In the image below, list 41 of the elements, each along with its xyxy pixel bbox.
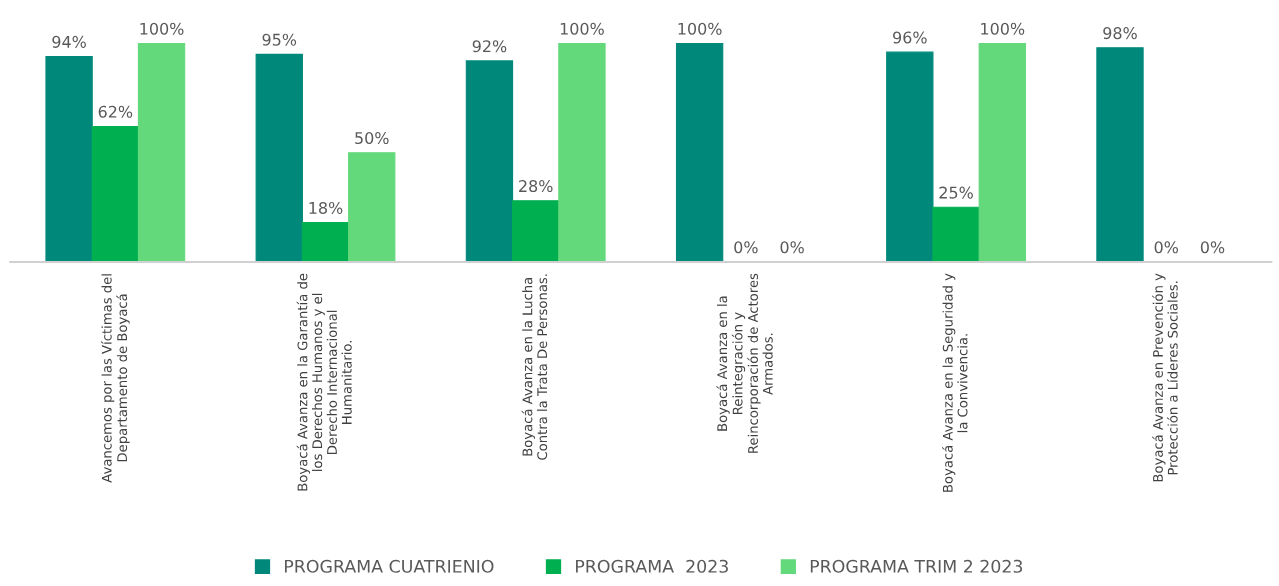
bar <box>558 42 606 262</box>
data-label: 98% <box>1103 27 1137 40</box>
bar <box>91 125 139 262</box>
bar <box>978 42 1026 262</box>
data-label: 94% <box>52 35 86 48</box>
data-label: 28% <box>519 180 553 193</box>
data-label: 95% <box>262 33 297 46</box>
bar <box>886 51 934 262</box>
x-tick-label: Avancemos por las Víctimas del Departamento de Boyacá <box>100 274 130 483</box>
data-label: 18% <box>309 201 343 214</box>
data-label: 100% <box>140 22 184 35</box>
x-tick-label: Boyacá Avanza en la Lucha Contra la Trata De Personas. <box>521 274 548 460</box>
legend-label: PROGRAMA TRIM 2 2023 <box>810 559 1023 573</box>
bar <box>932 206 980 262</box>
data-label: 62% <box>98 105 133 118</box>
bar <box>137 42 186 262</box>
bar <box>255 53 303 262</box>
data-label: 100% <box>981 22 1025 35</box>
bar <box>675 42 724 262</box>
data-label: 0% <box>734 241 758 254</box>
legend-label: PROGRAMA 2023 <box>576 559 728 573</box>
data-label: 92% <box>472 40 507 53</box>
data-label: 50% <box>355 131 389 145</box>
data-label: 0% <box>1154 241 1179 254</box>
x-tick-label: Boyacá Avanza en la Reintegración y Reincorporación de Actores Armados. <box>716 273 773 453</box>
data-label: 96% <box>893 31 927 44</box>
bar <box>301 222 350 262</box>
bar <box>348 152 396 262</box>
x-tick-label: Boyacá Avanza en la Seguridad y la Convivencia. <box>942 273 968 492</box>
data-label: 25% <box>939 186 973 199</box>
data-label: 100% <box>678 22 722 35</box>
data-label: 100% <box>560 22 604 35</box>
data-label: 0% <box>1200 241 1225 254</box>
bar <box>512 200 560 262</box>
bar <box>465 60 514 262</box>
bar <box>45 55 93 262</box>
x-tick-label: Boyacá Avanza en la Garantía de los Derechos Humanos y el Derecho Internacional Humanitario. <box>296 273 352 491</box>
data-label: 0% <box>780 241 804 254</box>
x-tick-label: Boyacá Avanza en Prevención y Protección a Líderes Sociales. <box>1152 273 1178 482</box>
legend-label: PROGRAMA CUATRIENIO <box>285 559 494 573</box>
bar <box>1096 47 1144 262</box>
